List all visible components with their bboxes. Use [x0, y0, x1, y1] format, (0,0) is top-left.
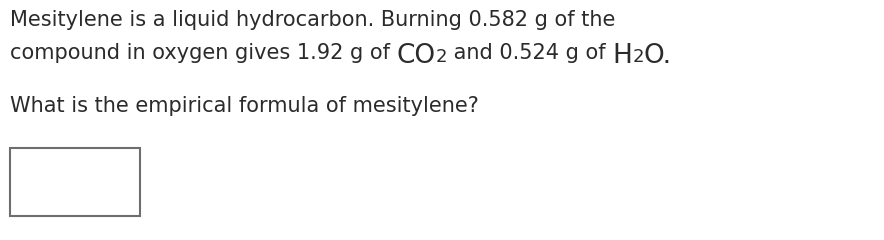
Text: CO: CO — [397, 43, 436, 69]
Text: Mesitylene is a liquid hydrocarbon. Burning 0.582 g of the: Mesitylene is a liquid hydrocarbon. Burn… — [10, 10, 615, 30]
Text: What is the empirical formula of mesitylene?: What is the empirical formula of mesityl… — [10, 96, 479, 116]
Text: H: H — [613, 43, 632, 69]
Bar — [10, 148, 140, 216]
Text: and 0.524 g of: and 0.524 g of — [447, 43, 613, 63]
Text: compound in oxygen gives 1.92 g of: compound in oxygen gives 1.92 g of — [10, 43, 397, 63]
Text: 2: 2 — [436, 48, 447, 66]
Text: 2: 2 — [632, 48, 644, 66]
Text: O.: O. — [644, 43, 672, 69]
